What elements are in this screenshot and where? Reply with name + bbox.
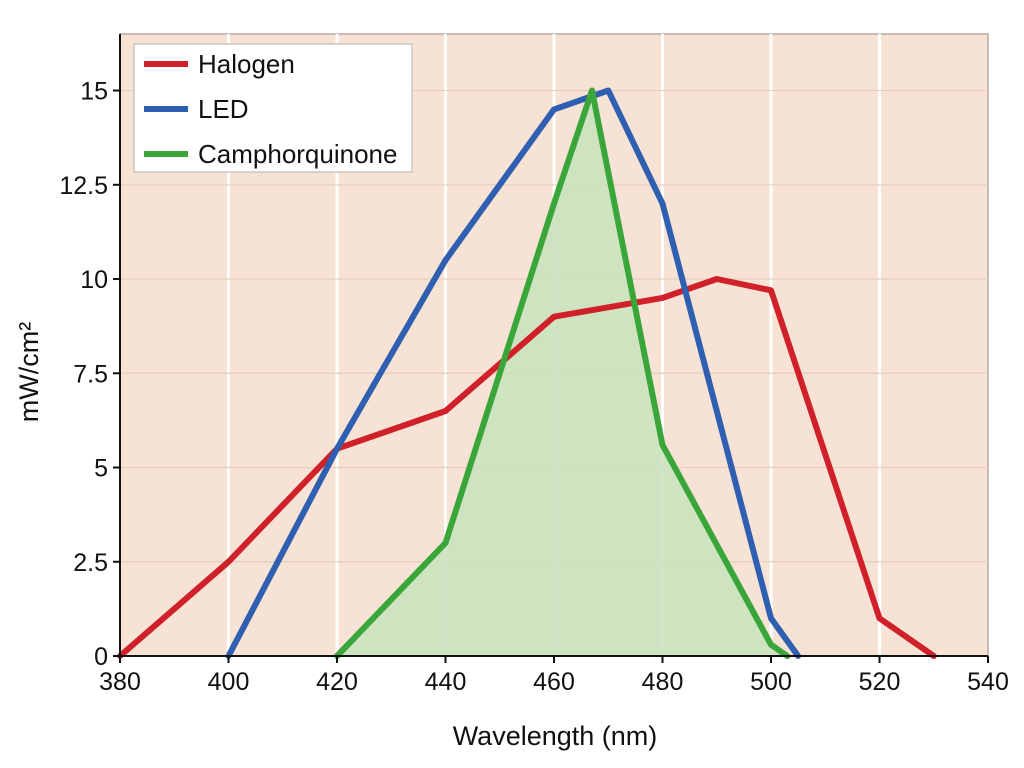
series-line-camphorquinone	[334, 87, 791, 659]
y-ticks: 0 2.5 5 7.5 10 12.5 15	[59, 78, 120, 671]
x-axis-label: Wavelength (nm)	[453, 721, 658, 751]
y-tick-label: 15	[80, 78, 108, 106]
x-tick-label: 460	[533, 668, 575, 696]
y-tick-label: 5	[94, 455, 108, 483]
legend: Halogen LED Camphorquinone	[133, 43, 413, 173]
y-tick-label: 10	[80, 266, 108, 294]
x-tick-label: 520	[859, 668, 901, 696]
x-ticks: 380 400 420 440 460 480 500 520 540	[99, 656, 1009, 696]
x-tick-label: 400	[208, 668, 250, 696]
y-tick-label: 2.5	[73, 549, 108, 577]
x-tick-label: 440	[425, 668, 467, 696]
x-tick-label: 500	[750, 668, 792, 696]
x-tick-label: 540	[967, 668, 1009, 696]
x-tick-label: 420	[316, 668, 358, 696]
area-fills	[337, 90, 788, 656]
series-area-camphorquinone	[337, 90, 788, 656]
legend-label-led: LED	[198, 94, 249, 124]
y-tick-label: 0	[94, 643, 108, 671]
x-tick-label: 480	[642, 668, 684, 696]
legend-label-halogen: Halogen	[198, 49, 295, 79]
x-tick-label: 380	[99, 668, 141, 696]
series-line-led	[225, 87, 802, 659]
y-tick-label: 12.5	[59, 172, 108, 200]
series-lines	[117, 87, 937, 659]
y-axis-label: mW/cm²	[14, 322, 44, 422]
series-line-halogen	[117, 276, 937, 659]
legend-label-camphorquinone: Camphorquinone	[198, 139, 397, 169]
y-tick-label: 7.5	[73, 360, 108, 388]
